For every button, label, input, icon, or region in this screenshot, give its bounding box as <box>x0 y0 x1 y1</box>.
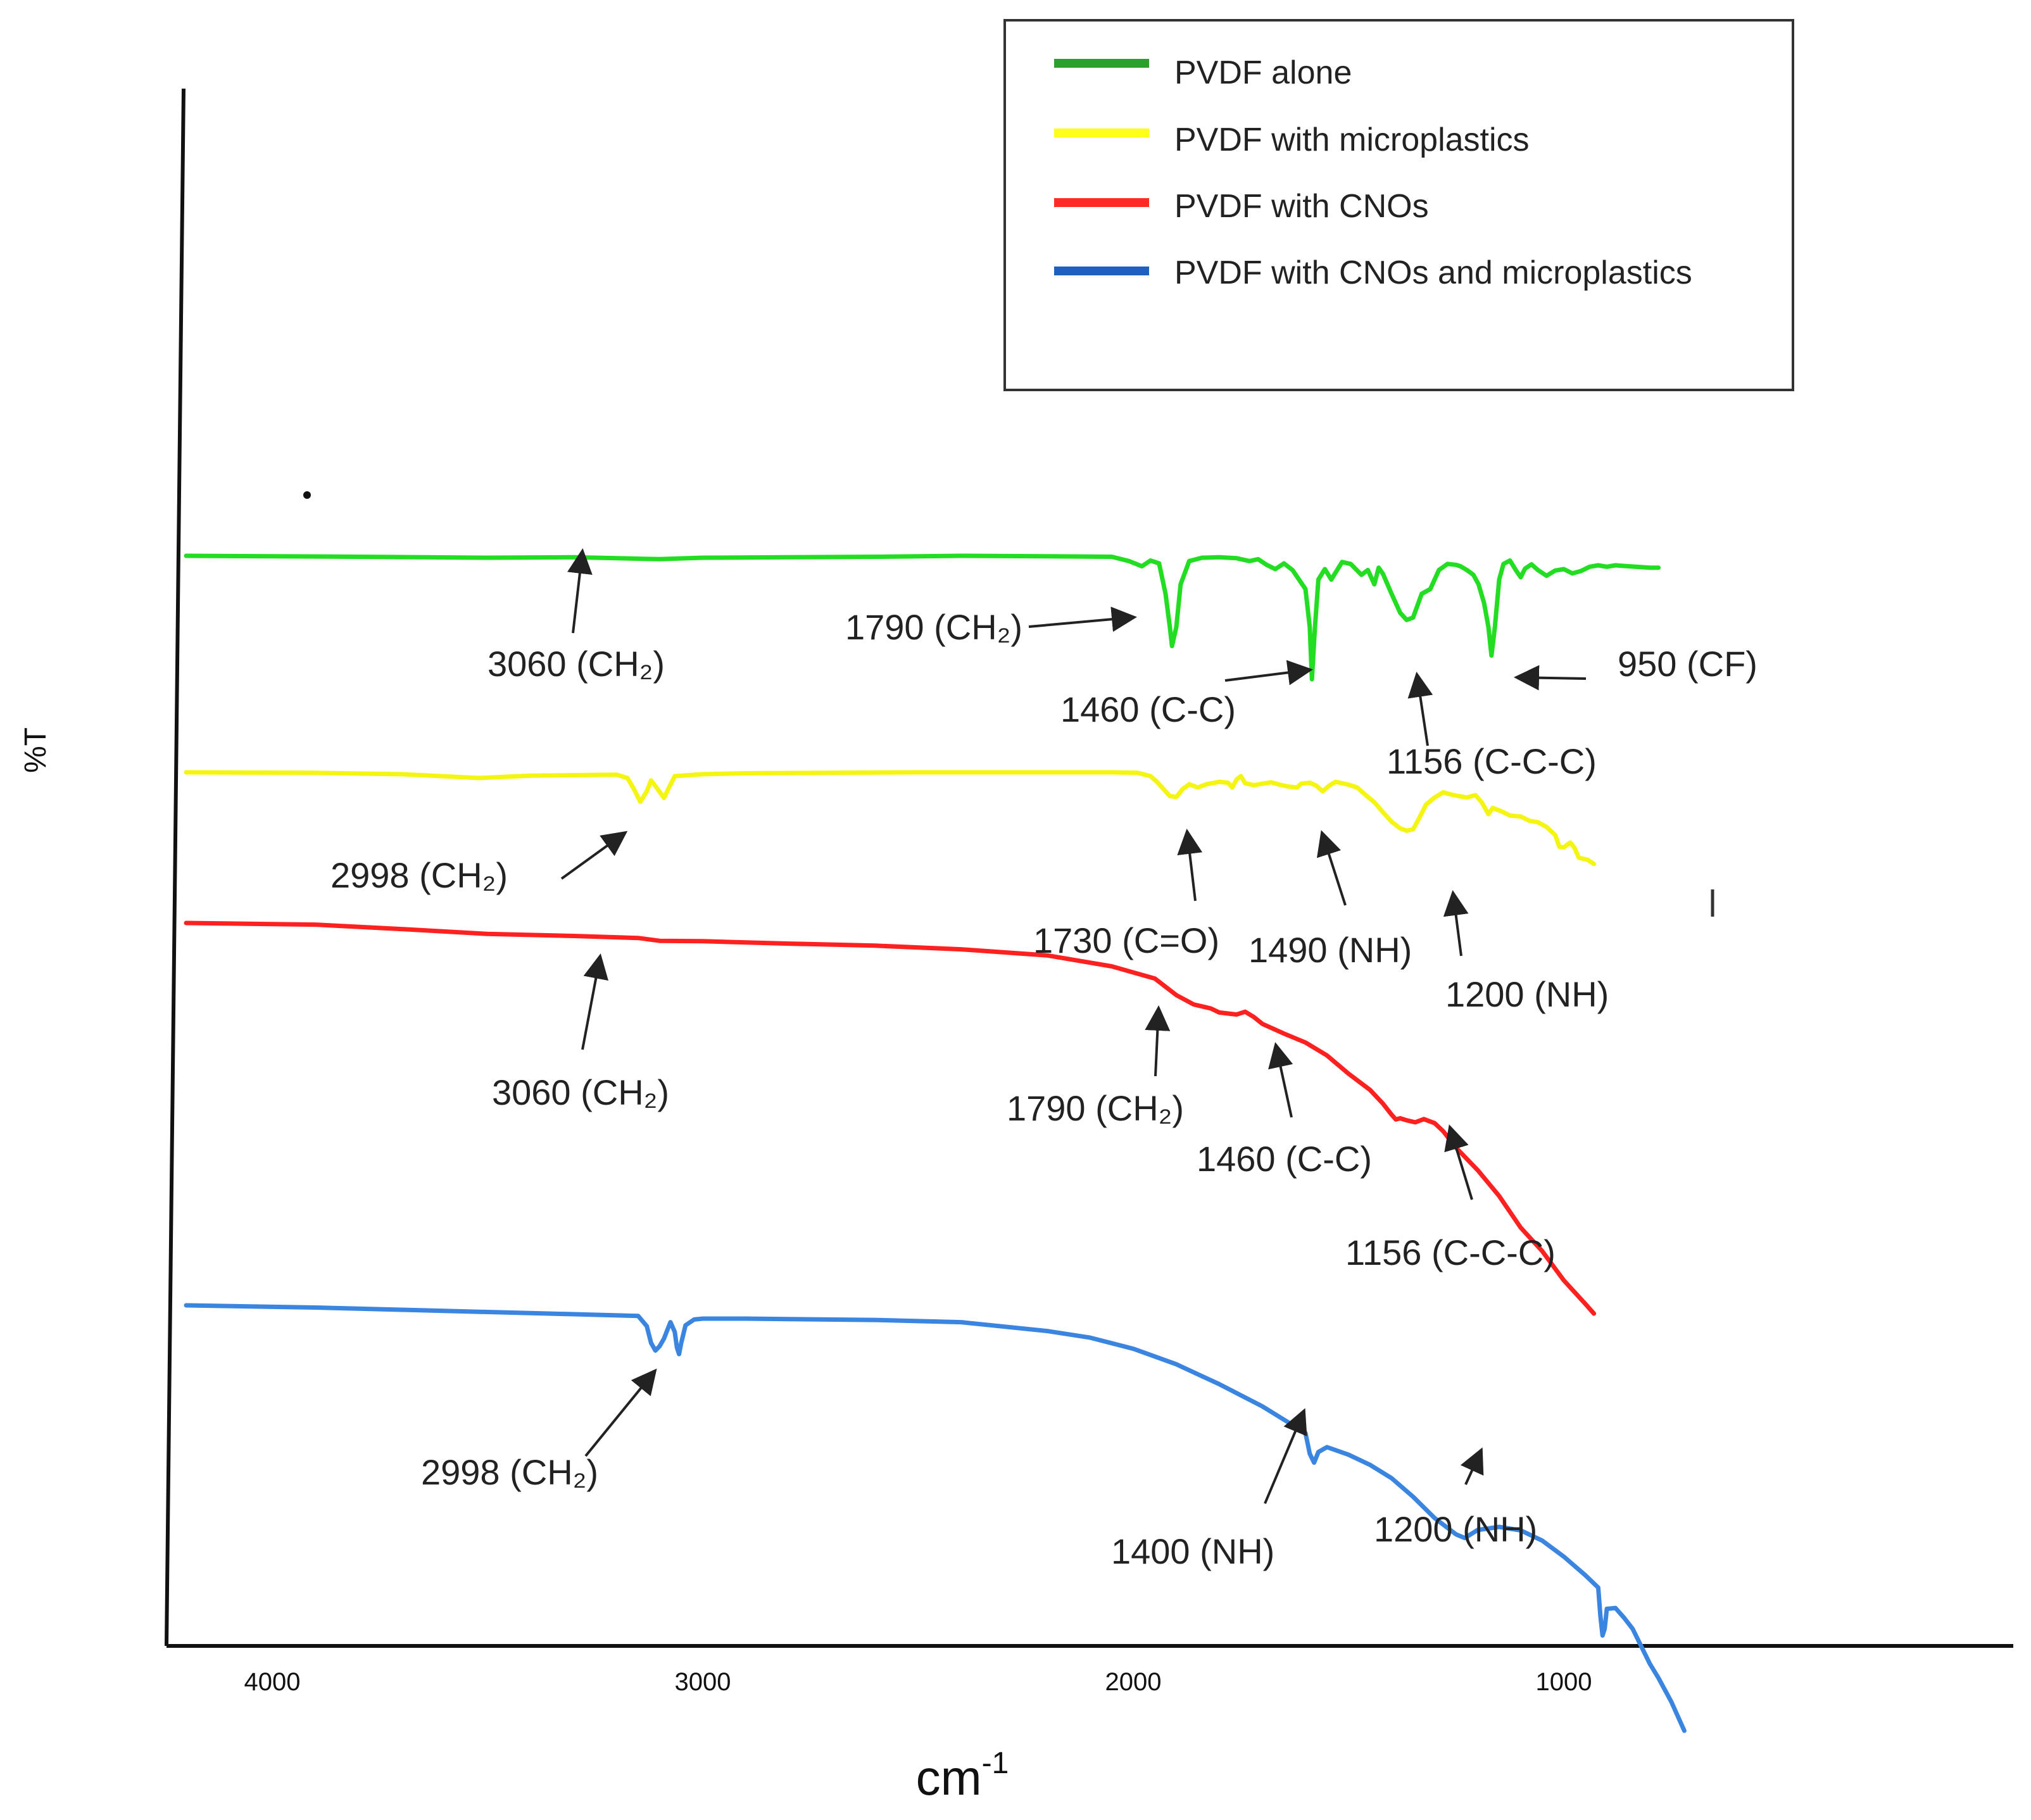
legend: PVDF alone PVDF with microplastics PVDF … <box>1003 19 1794 391</box>
legend-label-pvdf-cnos-microplastics: PVDF with CNOs and microplastics <box>1174 254 1692 291</box>
legend-label-pvdf-alone: PVDF alone <box>1174 54 1352 91</box>
peak-annotation-label: 3060 (CH₂) <box>487 644 665 684</box>
peak-annotation-label: 1200 (NH) <box>1374 1509 1537 1549</box>
series-line-pvdf-alone <box>184 553 1661 682</box>
peak-annotation-label: 3060 (CH₂) <box>492 1072 669 1112</box>
annotation-arrow <box>1224 660 1313 686</box>
peak-annotation-label: 1460 (C-C) <box>1197 1139 1372 1179</box>
x-tick-label: 1000 <box>1536 1668 1592 1696</box>
annotation-arrow <box>1514 665 1587 691</box>
peak-annotation-label: 2998 (CH₂) <box>421 1452 598 1492</box>
annotation-arrow <box>1145 1005 1171 1077</box>
peak-annotation-label: 1460 (C-C) <box>1060 689 1236 729</box>
peak-annotations: 3060 (CH₂) 1790 (CH₂) 1460 (C-C) 950 (CF) 11… <box>330 607 1757 1571</box>
annotation-arrow <box>1028 606 1137 632</box>
annotation-arrow <box>1460 1447 1484 1485</box>
peak-annotation-label: 1156 (C-C-C) <box>1345 1233 1556 1272</box>
legend-label-pvdf-cnos: PVDF with CNOs <box>1174 188 1429 225</box>
annotation-arrow <box>584 1368 657 1457</box>
x-tick-label: 4000 <box>244 1668 301 1696</box>
annotation-arrow <box>581 953 608 1050</box>
peak-annotation-label: 2998 (CH₂) <box>330 855 508 895</box>
peak-annotation-label: 1490 (NH) <box>1248 930 1412 970</box>
annotation-arrows <box>560 548 1587 1504</box>
peak-annotation-label: 950 (CF) <box>1618 644 1757 684</box>
series-line-pvdf-with-microplastics <box>184 770 1597 867</box>
x-tick-label: 2000 <box>1105 1668 1162 1696</box>
annotation-arrow <box>560 831 628 880</box>
annotation-arrow <box>1264 1408 1307 1504</box>
peak-annotation-label: 1200 (NH) <box>1445 974 1609 1014</box>
annotation-arrow <box>567 548 593 634</box>
annotation-arrow <box>1444 1124 1473 1200</box>
annotation-arrow <box>1316 830 1347 906</box>
series-layer <box>184 553 1687 1733</box>
y-axis-line <box>165 88 185 1647</box>
x-axis-title: cm-1 <box>916 1747 1009 1805</box>
peak-annotation-label: 1790 (CH₂) <box>845 607 1022 647</box>
stray-dot <box>303 491 311 499</box>
x-tick-labels: 4000 3000 2000 1000 <box>244 1668 1592 1696</box>
annotation-arrow <box>1177 829 1203 901</box>
y-axis-title: %T <box>19 727 53 773</box>
peak-annotation-label: 1156 (C-C-C) <box>1386 741 1597 781</box>
peak-annotation-label: 1400 (NH) <box>1111 1531 1274 1571</box>
x-tick-label: 3000 <box>675 1668 731 1696</box>
peak-annotation-label: 1730 (C=O) <box>1033 920 1219 960</box>
x-axis-title-exponent: -1 <box>982 1747 1009 1780</box>
annotation-arrow <box>1443 890 1469 957</box>
annotation-arrow <box>1268 1042 1293 1118</box>
legend-label-pvdf-microplastics: PVDF with microplastics <box>1174 122 1530 158</box>
x-axis-title-unit: cm <box>916 1750 982 1805</box>
peak-annotation-label: 1790 (CH₂) <box>1007 1088 1184 1128</box>
annotation-arrow <box>1407 672 1433 746</box>
